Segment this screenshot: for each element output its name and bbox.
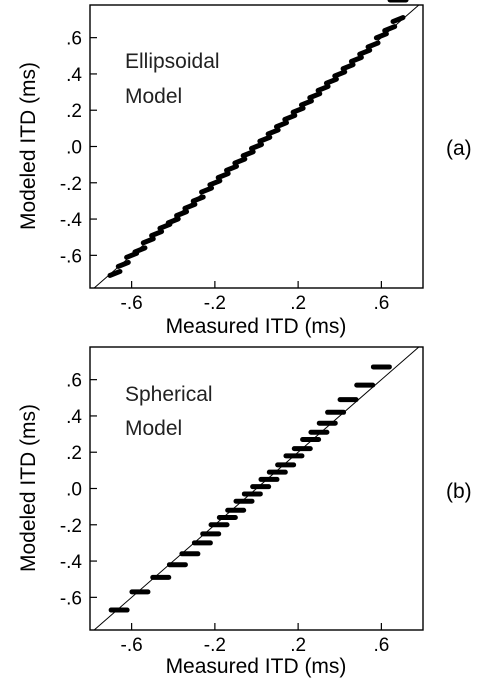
y-tick-label: .0 bbox=[66, 138, 82, 159]
data-point bbox=[165, 216, 181, 226]
y-tick-label: .6 bbox=[66, 29, 82, 50]
data-point bbox=[373, 31, 389, 41]
data-point bbox=[249, 142, 264, 151]
data-point bbox=[174, 209, 190, 219]
data-point bbox=[190, 194, 206, 204]
y-axis-label: Modeled ITD (ms) bbox=[17, 62, 40, 230]
x-axis-label: Measured ITD (ms) bbox=[166, 655, 347, 678]
data-point bbox=[290, 105, 306, 115]
data-point bbox=[323, 76, 339, 86]
x-tick-label: .2 bbox=[290, 635, 306, 656]
data-point bbox=[240, 149, 256, 159]
y-ticks: -.6 -.4 -.2 .0 .2 .4 .6 bbox=[60, 29, 97, 267]
x-tick-label: .2 bbox=[290, 293, 306, 314]
x-tick-label: -.6 bbox=[121, 635, 143, 656]
data-point bbox=[182, 201, 198, 211]
y-tick-label: -.4 bbox=[60, 210, 83, 231]
data-point bbox=[365, 40, 381, 50]
data-point bbox=[357, 47, 373, 57]
y-tick-label: .4 bbox=[66, 407, 82, 428]
data-point bbox=[298, 98, 314, 108]
data-point bbox=[215, 171, 231, 181]
y-tick-label: -.2 bbox=[60, 174, 82, 195]
x-tick-label: -.2 bbox=[204, 293, 226, 314]
y-tick-label: .4 bbox=[66, 65, 82, 86]
data-point bbox=[107, 268, 123, 278]
x-ticks: -.6 -.2 .2 .6 bbox=[121, 281, 389, 314]
model-label-line2: Model bbox=[125, 417, 182, 440]
data-point bbox=[332, 69, 348, 79]
y-tick-label: -.6 bbox=[60, 588, 82, 609]
data-point bbox=[382, 24, 398, 34]
panel-b: -.6 -.2 .2 .6 -.6 -.4 -.2 .0 .2 .4 .6 Spherical M… bbox=[17, 0, 472, 678]
y-tick-label: -.6 bbox=[60, 246, 82, 267]
x-axis-label: Measured ITD (ms) bbox=[166, 315, 347, 338]
data-point bbox=[199, 185, 215, 195]
panel-a: -.6 -.2 .2 .6 -.6 -.4 -.2 .0 .2 .4 .6 Ellipsoidal… bbox=[17, 4, 472, 338]
panel-label: (a) bbox=[446, 137, 472, 160]
y-tick-label: .2 bbox=[66, 443, 82, 464]
data-point bbox=[315, 83, 331, 93]
data-point bbox=[390, 15, 406, 25]
data-point bbox=[282, 112, 298, 122]
data-point bbox=[340, 62, 356, 72]
data-point bbox=[307, 91, 323, 101]
data-points bbox=[108, 0, 409, 613]
data-point bbox=[207, 178, 223, 188]
x-tick-label: .6 bbox=[373, 635, 389, 656]
y-tick-label: .6 bbox=[66, 371, 82, 392]
y-tick-label: -.4 bbox=[60, 552, 83, 573]
data-point bbox=[265, 127, 281, 137]
data-point bbox=[149, 229, 165, 239]
data-point bbox=[257, 134, 273, 144]
model-label-line1: Ellipsoidal bbox=[125, 50, 220, 73]
data-point bbox=[273, 120, 289, 130]
y-tick-label: .2 bbox=[66, 101, 82, 122]
x-tick-label: -.6 bbox=[121, 293, 143, 314]
y-ticks: -.6 -.4 -.2 .0 .2 .4 .6 bbox=[60, 371, 97, 609]
y-tick-label: .0 bbox=[66, 480, 82, 501]
model-label-line1: Spherical bbox=[125, 383, 213, 406]
y-tick-label: -.2 bbox=[60, 516, 82, 537]
data-point bbox=[115, 259, 131, 269]
x-ticks: -.6 -.2 .2 .6 bbox=[121, 623, 389, 656]
data-points bbox=[107, 15, 406, 278]
data-point bbox=[224, 163, 240, 173]
data-point bbox=[132, 245, 148, 255]
y-axis-label: Modeled ITD (ms) bbox=[17, 404, 40, 572]
data-point bbox=[348, 54, 364, 64]
x-tick-label: -.2 bbox=[204, 635, 226, 656]
x-tick-label: .6 bbox=[373, 293, 389, 314]
panel-label: (b) bbox=[446, 480, 472, 503]
model-label-line2: Model bbox=[125, 85, 182, 108]
data-point bbox=[232, 156, 248, 166]
data-point bbox=[140, 236, 156, 246]
